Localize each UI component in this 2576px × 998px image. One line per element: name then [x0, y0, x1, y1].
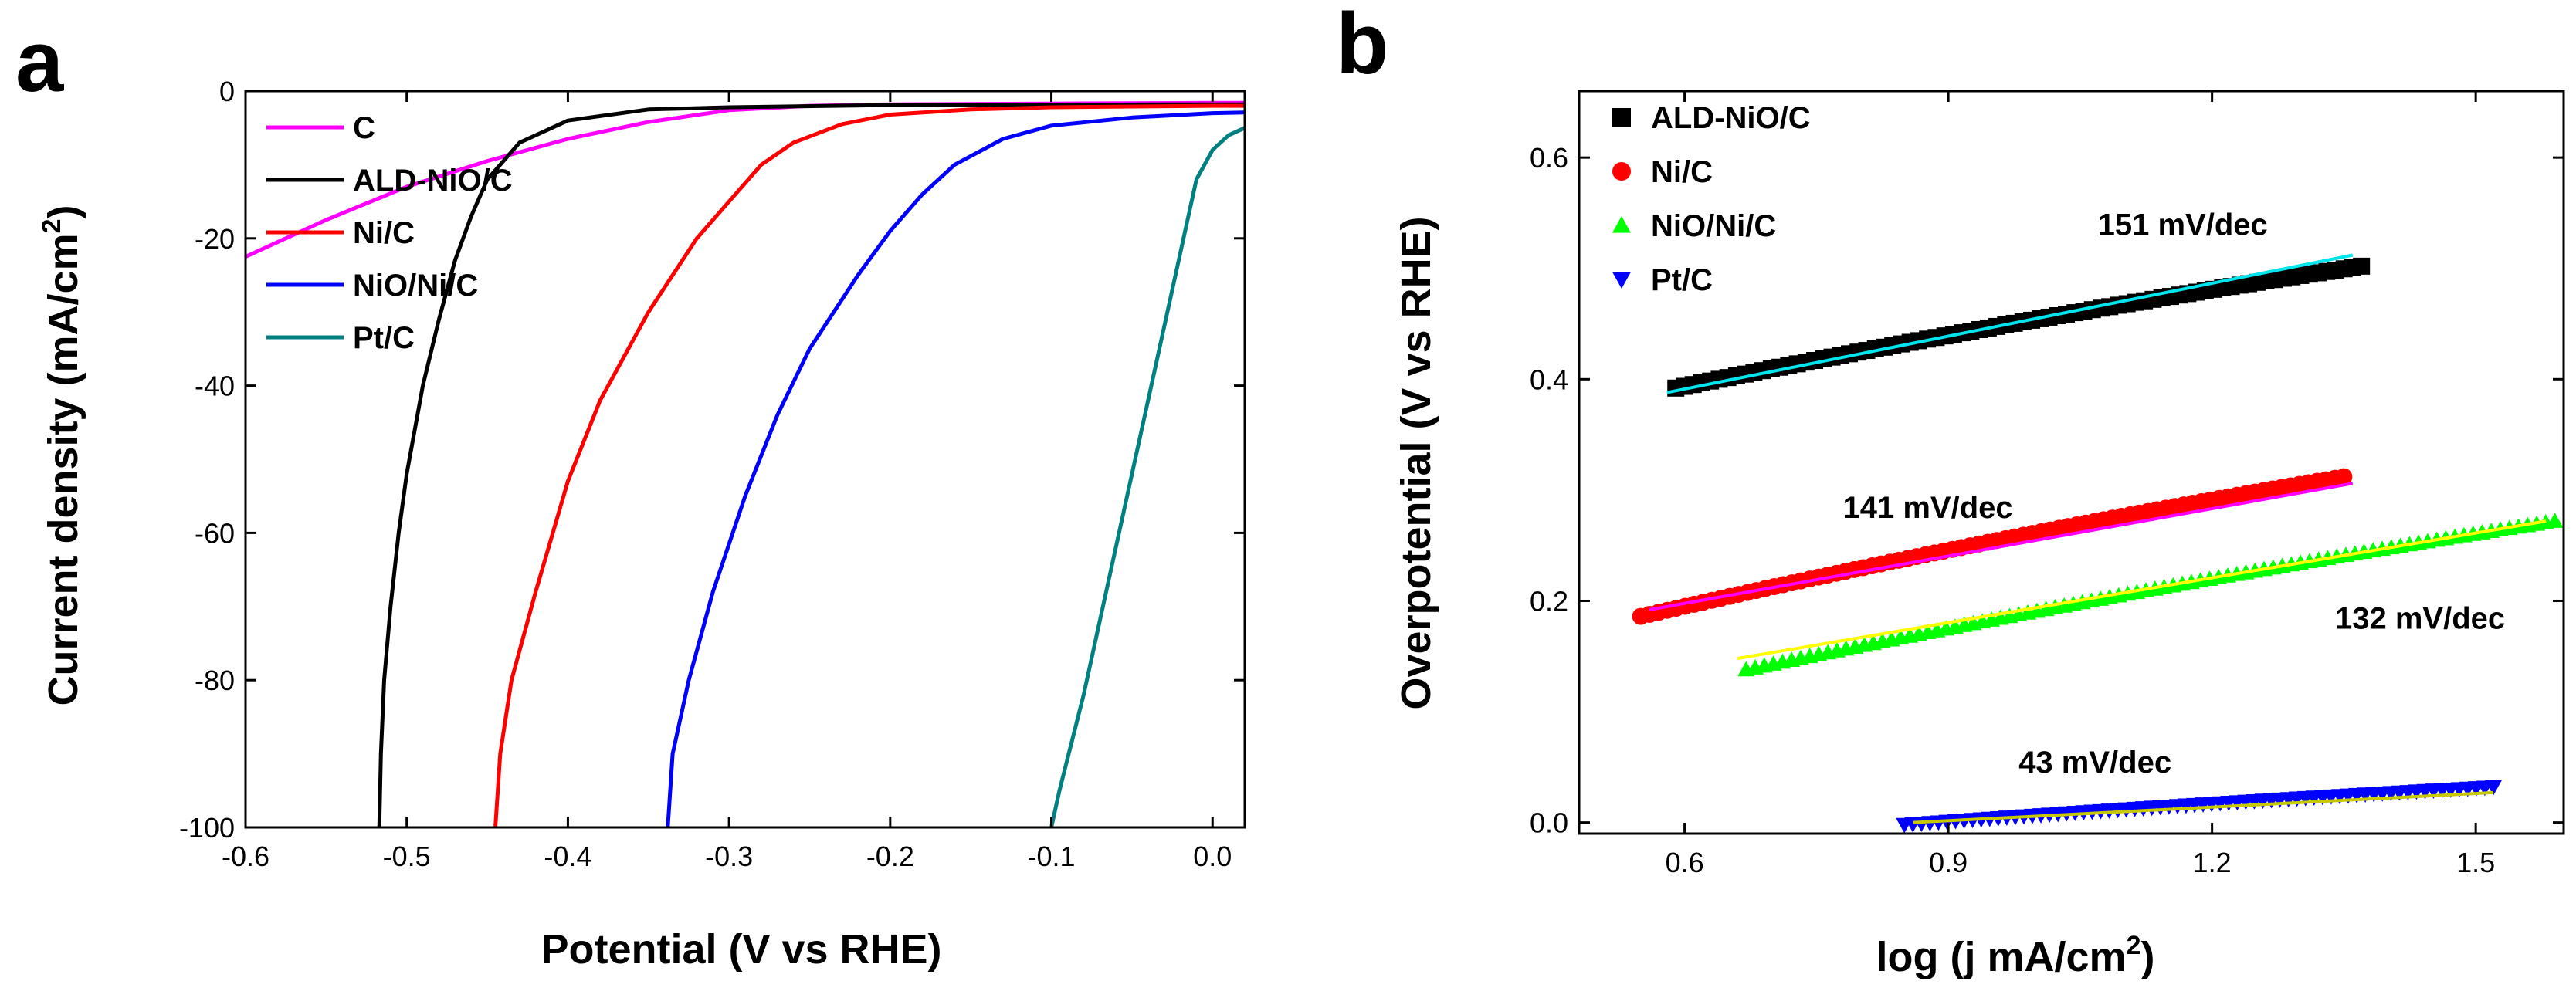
- x-tick-label: -0.6: [222, 841, 269, 872]
- panel-b-plot-frame: [1578, 90, 2565, 835]
- panel-b: b 151 mV/dec 141 mV/dec 132 mV/dec 43 mV/de…: [1336, 0, 2565, 980]
- panel-a-y-label-main: Current density (mA/cm: [40, 233, 86, 705]
- x-tick-label: 0.9: [1929, 847, 1968, 878]
- legend-label-nio-ni-c: NiO/Ni/C: [1651, 209, 1776, 243]
- fit-line-ni-c: [1649, 482, 2354, 611]
- x-tick-label: -0.4: [544, 841, 591, 872]
- slope-annotation-nio-ni-c: 132 mV/dec: [2335, 601, 2505, 635]
- series-line-pt-c: [1049, 126, 1245, 827]
- legend-label-pt-c: Pt/C: [353, 321, 415, 355]
- y-tick-label: 0.2: [1530, 585, 1568, 617]
- fit-line-nio-ni-c: [1737, 519, 2547, 661]
- x-tick-label: -0.5: [383, 841, 431, 872]
- series-line-ni-c: [493, 103, 1245, 827]
- panel-a-x-axis-label: Potential (V vs RHE): [541, 926, 941, 973]
- x-tick-label: 0.0: [1193, 841, 1232, 872]
- x-tick-label: 0.6: [1666, 847, 1704, 878]
- slope-annotation-ald-nio-c: 151 mV/dec: [2098, 208, 2268, 242]
- slope-annotation-pt-c: 43 mV/dec: [2018, 746, 2171, 780]
- legend-label-pt-c: Pt/C: [1651, 263, 1713, 297]
- panel-b-x-label-sup: 2: [2127, 931, 2141, 960]
- legend-marker-ald-nio-c: [1612, 108, 1631, 127]
- y-tick-label: -60: [195, 517, 235, 549]
- data-point-nio-ni-c: [2546, 513, 2564, 528]
- legend-marker-pt-c: [1612, 272, 1631, 289]
- fit-line-pt-c: [1913, 790, 2494, 824]
- panel-b-x-label-main: log (j mA/cm: [1876, 934, 2127, 980]
- panel-a-y-label-end: ): [40, 205, 86, 218]
- panel-b-label: b: [1336, 0, 1388, 92]
- panel-a-y-label-sup: 2: [37, 218, 66, 233]
- y-tick-label: 0.0: [1530, 807, 1568, 839]
- x-tick-label: 1.5: [2456, 847, 2495, 878]
- legend-label-ni-c: Ni/C: [1651, 155, 1713, 189]
- y-tick-label: 0.6: [1530, 142, 1568, 174]
- legend-label-ald-nio-c: ALD-NiO/C: [353, 164, 513, 198]
- series-group-ald-nio-c: [1667, 257, 2371, 397]
- x-tick-label: -0.1: [1028, 841, 1076, 872]
- legend-marker-nio-ni-c: [1612, 216, 1631, 233]
- slope-annotation-ni-c: 141 mV/dec: [1843, 491, 2013, 525]
- fit-line-ald-nio-c: [1666, 253, 2354, 394]
- legend-label-ald-nio-c: ALD-NiO/C: [1651, 101, 1811, 135]
- panel-a: a -0.6 -0.5 -0.4 -0.3 -0.2 -0.1 0.00-20-40-60-…: [15, 13, 1246, 973]
- panel-a-y-axis-label: Current density (mA/cm2): [37, 205, 86, 705]
- y-tick-label: -40: [195, 370, 235, 402]
- data-point-ald-nio-c: [2353, 257, 2371, 275]
- data-point-ni-c: [2335, 468, 2353, 485]
- x-tick-label: -0.3: [705, 841, 753, 872]
- y-tick-label: -20: [195, 223, 235, 255]
- series-group-nio-ni-c: [1737, 513, 2564, 677]
- panel-a-plot-frame: [244, 90, 1246, 829]
- panel-b-x-label-end: ): [2140, 934, 2154, 980]
- x-tick-label: 1.2: [2193, 847, 2232, 878]
- y-tick-label: -100: [179, 812, 235, 844]
- series-line-nio-ni-c: [666, 110, 1245, 827]
- legend-label-ni-c: Ni/C: [353, 216, 415, 250]
- panel-a-plot-area: -0.6 -0.5 -0.4 -0.3 -0.2 -0.1 0.0 0 -20 -40 -60 -80…: [179, 76, 1246, 872]
- x-tick-label: -0.2: [866, 841, 914, 872]
- panel-b-x-axis-label: log (j mA/cm2): [1876, 931, 2155, 980]
- legend-marker-ni-c: [1612, 162, 1631, 181]
- y-tick-label: 0: [219, 76, 235, 107]
- panel-b-y-axis-label: Overpotential (V vs RHE): [1393, 216, 1439, 709]
- y-tick-label: -80: [195, 665, 235, 696]
- legend-label-c: C: [353, 111, 375, 145]
- panel-a-label: a: [15, 13, 64, 110]
- legend-label-nio-ni-c: NiO/Ni/C: [353, 269, 478, 303]
- panel-b-plot-area: 151 mV/dec 141 mV/dec 132 mV/dec 43 mV/dec 0…: [1530, 90, 2565, 878]
- y-tick-label: 0.4: [1530, 364, 1568, 395]
- series-line-ald-nio-c: [377, 102, 1245, 827]
- data-point-pt-c: [2484, 780, 2502, 796]
